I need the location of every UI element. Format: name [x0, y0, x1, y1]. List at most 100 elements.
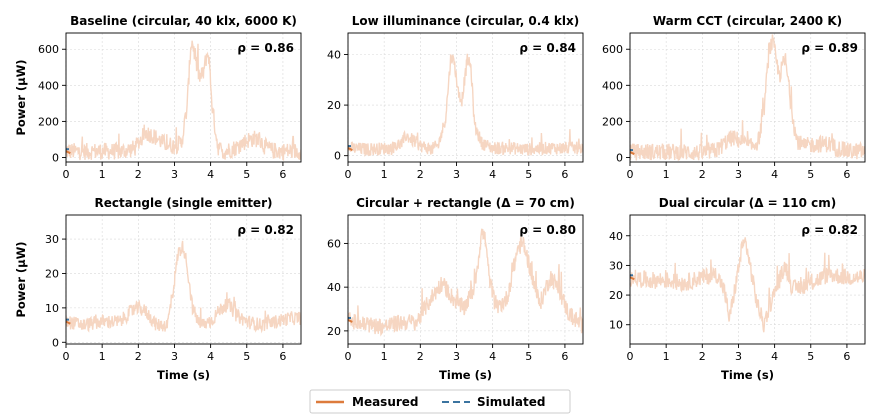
x-tick-label: 2	[699, 168, 706, 181]
chart-title: Circular + rectangle (Δ = 70 cm)	[356, 196, 575, 210]
y-tick-label: 30	[45, 233, 59, 246]
x-tick-label: 3	[735, 350, 742, 363]
x-tick-label: 1	[381, 168, 388, 181]
y-tick-label: 40	[609, 230, 623, 243]
series-measured-line	[630, 237, 865, 333]
correlation-annotation: ρ = 0.89	[801, 41, 858, 55]
y-tick-label: 400	[38, 79, 59, 92]
correlation-annotation: ρ = 0.86	[237, 41, 294, 55]
x-axis-label: Time (s)	[439, 368, 492, 382]
correlation-annotation: ρ = 0.84	[519, 41, 576, 55]
x-tick-label: 0	[345, 350, 352, 363]
chart-title: Baseline (circular, 40 klx, 6000 K)	[70, 14, 297, 28]
x-tick-label: 2	[135, 168, 142, 181]
y-tick-label: 200	[602, 115, 623, 128]
series-measured-start	[65, 320, 71, 325]
y-tick-label: 40	[327, 49, 341, 62]
x-tick-label: 5	[525, 350, 532, 363]
chart-panel-6: 0 1 2 3 4 5 6 10 20 30 40 Dual circular (Δ = 110 cm…	[609, 196, 866, 382]
legend-box	[309, 389, 571, 414]
x-tick-label: 5	[243, 168, 250, 181]
y-tick-label: 30	[609, 259, 623, 272]
chart-title: Low illuminance (circular, 0.4 klx)	[352, 14, 579, 28]
x-tick-label: 4	[489, 350, 496, 363]
series-measured-start	[347, 319, 353, 323]
y-tick-label: 20	[327, 325, 341, 338]
x-tick-label: 6	[843, 168, 850, 181]
y-tick-label: 40	[327, 281, 341, 294]
x-tick-label: 3	[453, 350, 460, 363]
series-measured-line	[630, 34, 865, 161]
x-tick-label: 3	[735, 168, 742, 181]
x-tick-label: 1	[663, 168, 670, 181]
y-tick-label: 20	[45, 267, 59, 280]
legend: Measured Simulated	[309, 389, 571, 414]
chart-panel-3: 0 1 2 3 4 5 6 0 200 400 600 Warm CCT (circular, 240…	[602, 14, 866, 181]
x-tick-label: 6	[561, 350, 568, 363]
x-tick-label: 4	[207, 350, 214, 363]
x-tick-label: 4	[489, 168, 496, 181]
y-tick-label: 0	[52, 151, 59, 164]
x-tick-label: 1	[99, 350, 106, 363]
series-measured-line	[348, 53, 583, 158]
y-tick-label: 0	[334, 150, 341, 163]
axes-frame	[629, 32, 866, 163]
x-tick-label: 0	[627, 168, 634, 181]
correlation-annotation: ρ = 0.82	[237, 223, 294, 237]
x-tick-label: 0	[345, 168, 352, 181]
x-tick-label: 3	[171, 168, 178, 181]
x-tick-label: 5	[807, 350, 814, 363]
y-tick-label: 10	[609, 319, 623, 332]
correlation-annotation: ρ = 0.82	[801, 223, 858, 237]
x-tick-label: 1	[381, 350, 388, 363]
y-tick-label: 20	[609, 289, 623, 302]
x-tick-label: 0	[627, 350, 634, 363]
y-tick-label: 10	[45, 302, 59, 315]
y-tick-label: 200	[38, 115, 59, 128]
x-tick-label: 0	[63, 350, 70, 363]
x-tick-label: 6	[561, 168, 568, 181]
x-axis-label: Time (s)	[721, 368, 774, 382]
x-tick-label: 3	[453, 168, 460, 181]
x-tick-label: 6	[279, 168, 286, 181]
axes-frame	[347, 32, 584, 163]
series-measured-line	[348, 228, 583, 337]
y-axis-label: Power (µW)	[14, 241, 28, 317]
series-measured-start	[629, 151, 635, 155]
chart-panel-5: 0 1 2 3 4 5 6 20 40 60 Circular + rectangle (Δ = 7…	[327, 196, 584, 382]
x-tick-label: 5	[243, 350, 250, 363]
x-axis-label: Time (s)	[157, 368, 210, 382]
x-tick-label: 2	[699, 350, 706, 363]
y-tick-label: 600	[38, 43, 59, 56]
x-tick-label: 2	[135, 350, 142, 363]
axes-frame	[65, 214, 302, 345]
series-measured-start	[629, 276, 635, 281]
chart-title: Rectangle (single emitter)	[95, 196, 273, 210]
x-tick-label: 4	[207, 168, 214, 181]
series-measured-line	[66, 240, 301, 334]
x-tick-label: 5	[807, 168, 814, 181]
x-tick-label: 6	[279, 350, 286, 363]
axes-frame	[629, 214, 866, 345]
y-tick-label: 0	[52, 336, 59, 349]
y-tick-label: 60	[327, 237, 341, 250]
x-tick-label: 4	[771, 168, 778, 181]
x-tick-label: 3	[171, 350, 178, 363]
y-tick-label: 600	[602, 43, 623, 56]
legend-measured-label: Measured	[352, 395, 419, 409]
chart-panel-4: 0 1 2 3 4 5 6 0 10 20 30 Rectangle (single emitter)…	[14, 196, 302, 382]
legend-simulated-label: Simulated	[477, 395, 545, 409]
correlation-annotation: ρ = 0.80	[519, 223, 576, 237]
axes-frame	[65, 32, 302, 163]
x-tick-label: 2	[417, 168, 424, 181]
x-tick-label: 1	[99, 168, 106, 181]
axes-frame	[347, 214, 584, 345]
chart-title: Warm CCT (circular, 2400 K)	[653, 14, 842, 28]
x-tick-label: 1	[663, 350, 670, 363]
y-tick-label: 400	[602, 79, 623, 92]
x-tick-label: 4	[771, 350, 778, 363]
y-axis-label: Power (µW)	[14, 59, 28, 135]
series-measured-start	[347, 147, 353, 151]
series-measured-start	[65, 150, 71, 155]
